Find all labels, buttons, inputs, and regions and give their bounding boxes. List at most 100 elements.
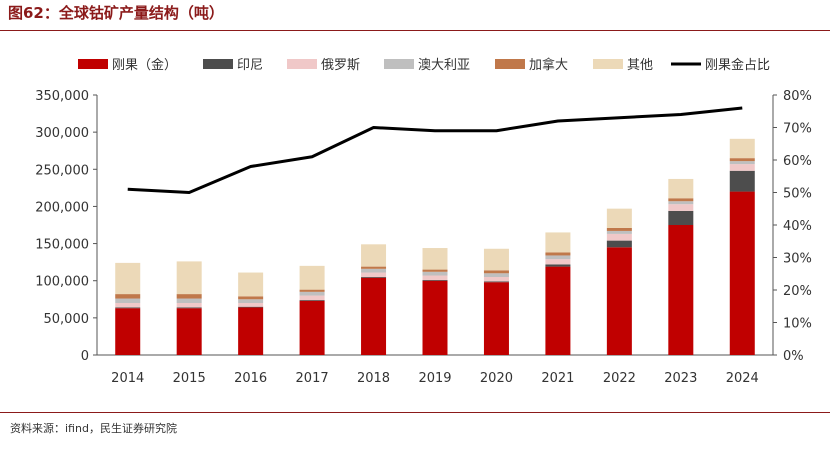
right-tick-label: 0% [783,349,804,364]
x-tick-label: 2017 [296,371,329,386]
bar-segment [238,307,264,355]
bar-segment [176,261,202,295]
bar-segment [729,158,755,162]
right-tick-label: 40% [783,219,812,234]
bar-segment [238,296,264,300]
x-tick-label: 2023 [664,371,697,386]
bar-segment [545,255,571,260]
bar-segment [299,300,325,355]
bar-segment [545,252,571,256]
bar-segment [422,269,448,272]
bar-segment [361,268,387,273]
bar-segment [729,164,755,171]
legend-swatch [384,59,414,69]
legend-label: 其他 [627,58,653,73]
x-tick-label: 2019 [418,371,451,386]
bars [115,138,755,355]
bar-segment [299,289,325,292]
x-tick-label: 2024 [726,371,759,386]
bar-segment [176,294,202,299]
legend-label: 印尼 [237,58,263,73]
bar-segment [483,282,509,355]
legend-label: 俄罗斯 [321,58,360,73]
bar-segment [115,308,141,355]
bar-segment [606,247,632,355]
bar-segment [545,259,571,265]
left-tick-label: 300,000 [35,126,89,141]
bar-segment [668,198,694,202]
legend-swatch [78,59,108,69]
bar-segment [176,303,202,308]
bar-segment [115,262,141,295]
bar-segment [422,279,448,281]
bar-segment [422,280,448,355]
bar-segment [483,277,509,282]
left-tick-label: 200,000 [35,200,89,215]
x-tick-label: 2016 [234,371,267,386]
bar-segment [483,270,509,274]
bar-segment [729,161,755,165]
x-tick-label: 2021 [541,371,574,386]
left-tick-label: 350,000 [35,89,89,104]
figure-title: 图62：全球钴矿产量结构（吨） [8,4,224,22]
bar-segment [115,303,141,308]
right-tick-label: 10% [783,317,812,332]
bar-segment [299,295,325,301]
right-tick-label: 80% [783,89,812,104]
bar-segment [299,265,325,290]
bar-segment [668,178,694,199]
source-rule [0,412,830,413]
bar-segment [729,170,755,192]
bar-segment [545,266,571,355]
bar-segment [299,291,325,296]
bar-segment [483,248,509,271]
left-tick-label: 50,000 [44,312,90,327]
bar-segment [176,307,202,309]
bar-segment [729,191,755,355]
bar-segment [176,308,202,355]
stacked-bar-line-chart: 刚果（金） 印尼 俄罗斯 澳大利亚 加拿大 其他 刚果金占比 0 50,000 100,000 1… [35,57,812,386]
bar-segment [606,233,632,241]
legend-swatch [593,59,623,69]
legend-swatch [287,59,317,69]
bar-segment [238,272,264,297]
bar-segment [422,271,448,276]
bar-segment [606,230,632,234]
left-tick-label: 150,000 [35,238,89,253]
bar-segment [606,240,632,248]
line-series [127,106,743,194]
bar-segment [361,272,387,277]
legend-label: 刚果（金） [112,57,177,73]
left-tick-label: 0 [81,349,89,364]
bar-segment [545,264,571,267]
bar-segment [176,298,202,303]
bar-segment [545,232,571,253]
bar-segment [115,298,141,303]
x-tick-label: 2014 [111,371,144,386]
legend-label: 加拿大 [529,57,568,73]
bar-segment [668,210,694,225]
bar-segment [422,248,448,270]
right-tick-label: 60% [783,154,812,169]
bar-segment [361,244,387,267]
bar-segment [606,208,632,228]
right-tick-label: 50% [783,187,812,202]
bar-segment [483,273,509,277]
legend: 刚果（金） 印尼 俄罗斯 澳大利亚 加拿大 其他 刚果金占比 [78,57,770,73]
left-tick-label: 250,000 [35,163,89,178]
bar-segment [729,138,755,159]
right-tick-label: 70% [783,122,812,137]
bar-segment [361,266,387,269]
bar-segment [422,275,448,280]
bar-segment [361,277,387,355]
source-note: 资料来源：ifind，民生证券研究院 [10,422,177,435]
bar-segment [668,204,694,211]
bar-segment [238,306,264,308]
bar-segment [115,294,141,299]
share-line [127,106,743,194]
bar-segment [361,277,387,278]
legend-swatch [495,59,525,69]
bar-segment [668,201,694,205]
title-rule [0,30,830,31]
bar-segment [238,303,264,307]
